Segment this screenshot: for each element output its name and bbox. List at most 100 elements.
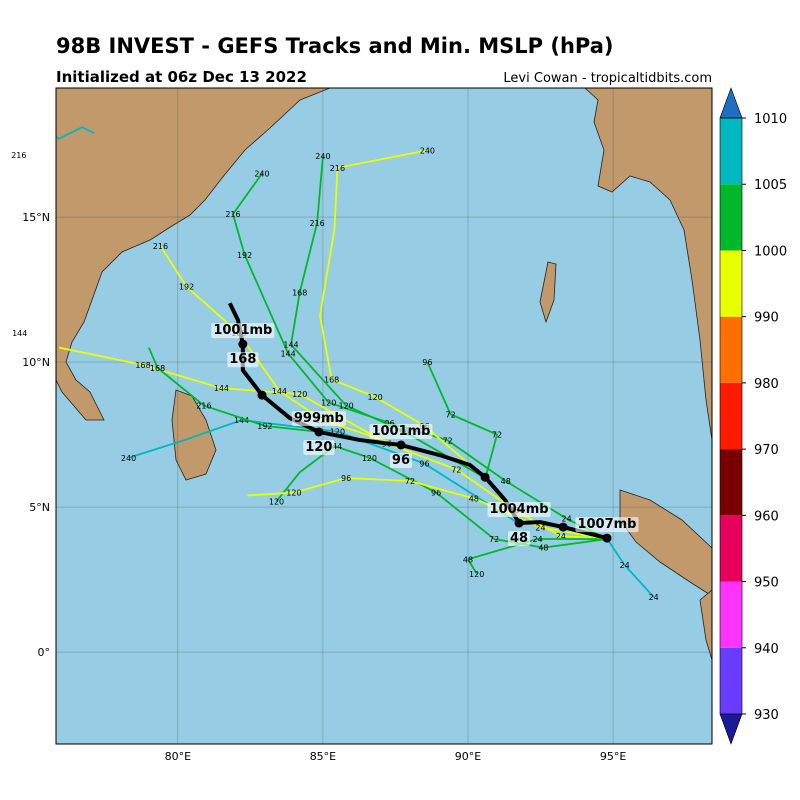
colorbar-under [719, 713, 743, 745]
hour-label: 216 [11, 151, 26, 160]
hour-label: 216 [330, 164, 345, 173]
hour-label: 216 [196, 402, 211, 411]
label-box [508, 531, 531, 547]
hour-label: 168 [292, 288, 307, 297]
label-box [227, 352, 259, 368]
label-box [303, 439, 335, 455]
colorbar-segment [720, 184, 742, 251]
colorbar-label: 1010 [754, 112, 787, 127]
hour-label: 24 [533, 535, 543, 544]
mean-label: 1007mb [577, 517, 636, 532]
hour-label: 72 [489, 535, 499, 544]
hour-label: 96 [422, 358, 432, 367]
mean-label: 1001mb [371, 424, 430, 439]
x-tick-label: 80°E [165, 750, 191, 763]
colorbar-label: 990 [754, 311, 779, 326]
hour-label: 72 [445, 410, 455, 419]
hour-label: 144 [272, 387, 287, 396]
chart-subtitle: Initialized at 06z Dec 13 2022 [56, 68, 307, 86]
hour-label: 120 [330, 428, 345, 437]
hour-label: 216 [309, 219, 324, 228]
colorbar-label: 970 [754, 443, 779, 458]
hour-label: 120 [338, 402, 353, 411]
hour-label: 240 [315, 152, 330, 161]
hour-label: 168 [324, 375, 339, 384]
mean-marker [514, 518, 524, 528]
hour-label: 48 [501, 477, 511, 486]
malaysia [699, 589, 712, 661]
colorbar-label: 930 [754, 708, 779, 723]
ensemble-track [426, 361, 499, 479]
hour-label: 240 [254, 170, 269, 179]
sri-lanka [171, 389, 217, 481]
hour-label: 120 [321, 399, 336, 408]
ensemble-track [56, 126, 95, 140]
colorbar: 930 940 950 960 970 980 990 1000 1005 1010 [719, 87, 787, 745]
hour-label: 96 [385, 419, 395, 428]
ensemble-track [247, 477, 608, 540]
colorbar-segment [720, 647, 742, 714]
hour-label: 96 [431, 489, 441, 498]
y-tick-label: 5°N [29, 501, 50, 514]
map-frame [55, 87, 713, 745]
hour-label: 96 [419, 460, 429, 469]
ensemble-track [275, 445, 608, 549]
hour-label: 144 [327, 442, 342, 451]
colorbar-segment [720, 581, 742, 648]
hour-label: 72 [492, 431, 502, 440]
colorbar-over [719, 87, 743, 119]
chart-title: 98B INVEST - GEFS Tracks and Min. MSLP (… [56, 34, 614, 58]
mean-label: 168 [229, 352, 256, 367]
hour-label: 48 [538, 544, 548, 553]
colorbar-segment [720, 316, 742, 383]
ensemble-track [128, 419, 521, 526]
mean-marker [602, 533, 612, 543]
hour-label: 120 [269, 497, 284, 506]
ensemble-track [148, 347, 318, 433]
credit: Levi Cowan - tropicaltidbits.com [503, 71, 712, 86]
mean-marker [314, 427, 324, 437]
hour-label: 144 [214, 384, 229, 393]
hour-label: 96 [341, 474, 351, 483]
land [56, 88, 712, 661]
hour-label: 144 [283, 341, 298, 350]
colorbar-segment [720, 250, 742, 317]
hour-label: 24 [562, 515, 572, 524]
x-tick-label: 85°E [310, 750, 336, 763]
hour-label: 192 [257, 422, 272, 431]
grid [56, 88, 712, 744]
hour-label: 168 [150, 364, 165, 373]
colorbar-label: 950 [754, 576, 779, 591]
mean-marker [558, 522, 568, 532]
mean-marker [257, 390, 267, 400]
y-tick-label: 0° [38, 646, 51, 659]
ensemble-track [319, 149, 486, 479]
y-tick-label: 10°N [22, 356, 50, 369]
colorbar-label: 960 [754, 509, 779, 524]
colorbar-label: 1000 [754, 244, 787, 259]
hour-label: 24 [649, 593, 659, 602]
hour-label: 144 [280, 349, 295, 358]
mean-label: 48 [510, 531, 528, 546]
mean-marker [480, 472, 490, 482]
hour-label: 120 [368, 393, 383, 402]
hour-label: 120 [469, 570, 484, 579]
hour-label: 120 [286, 489, 301, 498]
label-box [369, 424, 433, 440]
label-box [211, 323, 275, 339]
colorbar-label: 980 [754, 377, 779, 392]
andaman [539, 261, 557, 324]
hour-label: 24 [556, 532, 566, 541]
hour-label: 120 [292, 390, 307, 399]
mean-label: 96 [392, 453, 410, 468]
hour-label: 24 [620, 561, 630, 570]
colorbar-label: 940 [754, 642, 779, 657]
hour-label: 240 [420, 146, 435, 155]
mean-label: 1004mb [490, 502, 549, 517]
hour-label: 48 [469, 494, 479, 503]
ensemble-track [606, 538, 655, 598]
mean-marker [238, 339, 248, 349]
